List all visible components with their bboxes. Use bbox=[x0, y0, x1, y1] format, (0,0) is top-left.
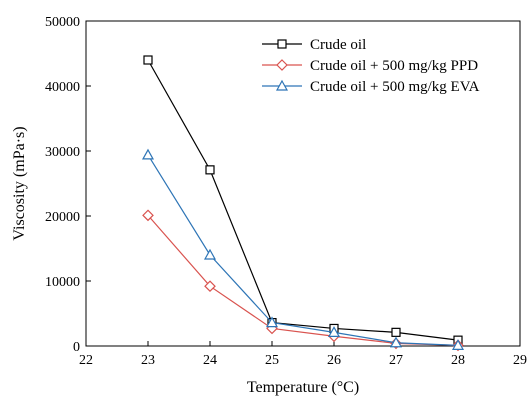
x-tick-label: 22 bbox=[79, 353, 93, 368]
plot-frame bbox=[85, 20, 521, 347]
data-point-diamond bbox=[142, 209, 154, 222]
series-3 bbox=[141, 148, 465, 350]
legend-marker bbox=[276, 59, 288, 71]
x-tick-label: 23 bbox=[141, 353, 155, 368]
data-point-triangle bbox=[327, 326, 341, 337]
legend-label: Crude oil + 500 mg/kg PPD bbox=[310, 58, 478, 74]
axes: 22 23 24 25 26 27 28 29 0 10000 20000 30000 40000 500… bbox=[45, 15, 527, 368]
legend: Crude oil Crude oil + 500 mg/kg PPD Crude … bbox=[262, 37, 480, 95]
y-axis-title: Viscosity (mPa·s) bbox=[11, 126, 28, 240]
data-point-triangle bbox=[203, 248, 217, 260]
y-tick-label: 40000 bbox=[45, 80, 80, 95]
x-tick-label: 29 bbox=[513, 353, 527, 368]
series-layer bbox=[141, 55, 465, 352]
y-tick-label: 50000 bbox=[45, 15, 80, 30]
x-tick-label: 25 bbox=[265, 353, 279, 368]
series-1 bbox=[143, 55, 463, 345]
data-point-square bbox=[391, 327, 401, 337]
series-2 bbox=[142, 209, 464, 352]
y-tick-label: 20000 bbox=[45, 210, 80, 225]
series-line bbox=[147, 59, 459, 341]
x-tick-label: 28 bbox=[451, 353, 465, 368]
y-tick-label: 10000 bbox=[45, 275, 80, 290]
data-point-triangle bbox=[265, 316, 279, 328]
x-tick-label: 26 bbox=[327, 353, 341, 368]
y-tick-label: 30000 bbox=[45, 145, 80, 160]
x-tick-label: 24 bbox=[203, 353, 217, 368]
data-point-square bbox=[205, 165, 215, 175]
series-line bbox=[147, 154, 459, 346]
x-axis-title: Temperature (°C) bbox=[247, 379, 359, 396]
data-point-triangle bbox=[451, 339, 465, 350]
legend-marker bbox=[275, 79, 289, 91]
data-point-triangle bbox=[389, 336, 403, 348]
legend-label: Crude oil bbox=[310, 37, 366, 53]
data-point-square bbox=[143, 55, 153, 65]
y-tick-label: 0 bbox=[73, 340, 80, 355]
x-tick-label: 27 bbox=[389, 353, 403, 368]
legend-marker bbox=[277, 39, 287, 49]
data-point-triangle bbox=[141, 148, 155, 160]
data-point-diamond bbox=[204, 280, 216, 293]
legend-label: Crude oil + 500 mg/kg EVA bbox=[310, 79, 480, 95]
